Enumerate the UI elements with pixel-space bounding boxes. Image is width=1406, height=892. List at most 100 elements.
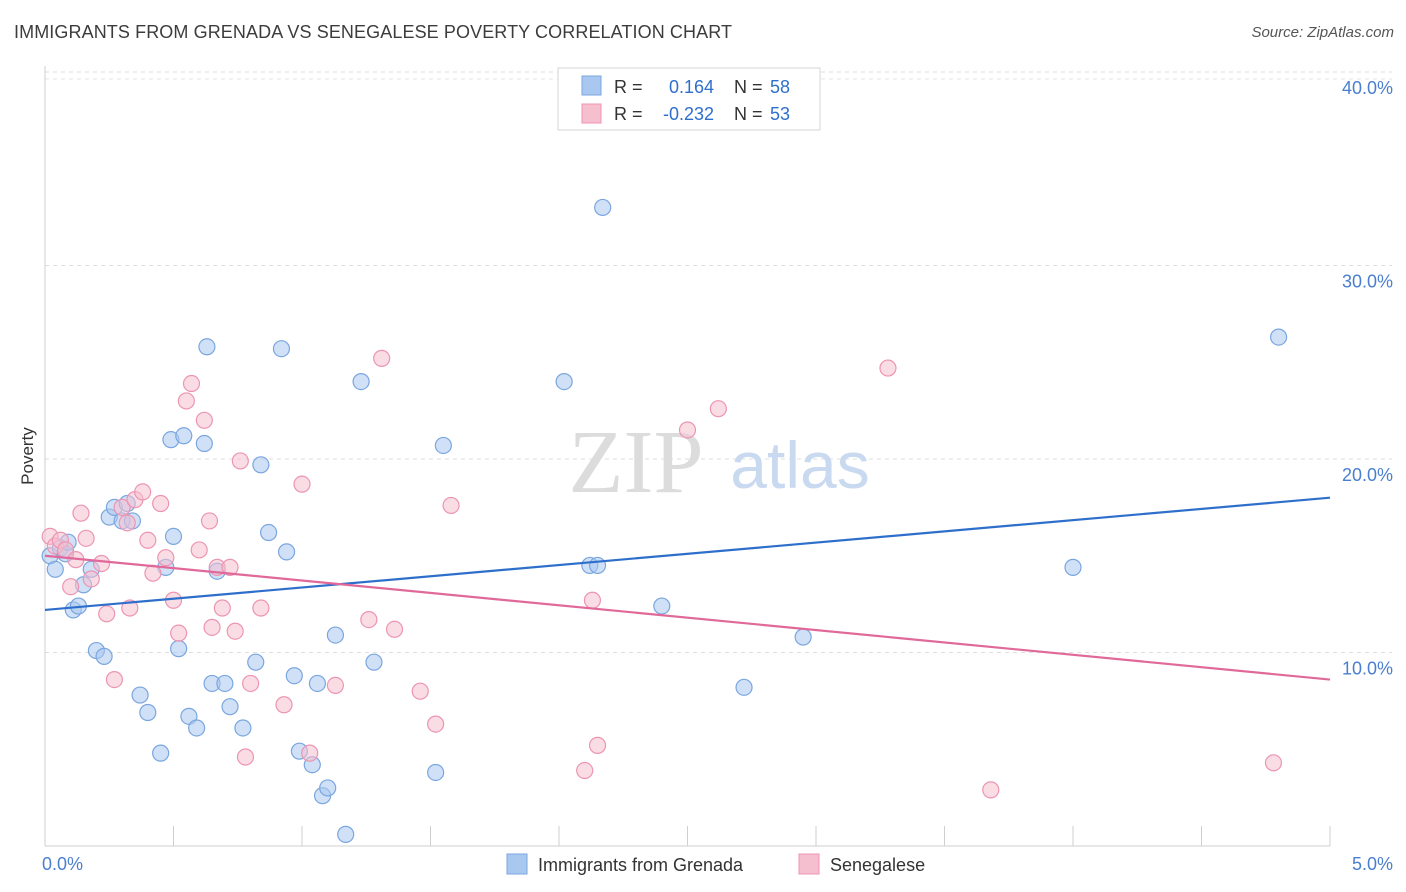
axes bbox=[44, 66, 1331, 847]
trend-lines bbox=[44, 496, 1331, 681]
data-point bbox=[326, 626, 345, 644]
data-point bbox=[190, 541, 208, 559]
data-point bbox=[434, 436, 452, 455]
data-point bbox=[360, 611, 378, 629]
data-point bbox=[221, 558, 239, 576]
data-point bbox=[427, 763, 445, 782]
legend-n-label: N = bbox=[734, 104, 763, 124]
data-point bbox=[285, 667, 303, 685]
data-point bbox=[1064, 558, 1082, 576]
data-point bbox=[198, 338, 216, 356]
data-point bbox=[272, 340, 291, 358]
data-point bbox=[177, 392, 195, 410]
source-credit: Source: ZipAtlas.com bbox=[1251, 24, 1394, 41]
series-legend-label: Senegalese bbox=[830, 855, 925, 875]
data-point bbox=[195, 434, 213, 453]
trend-line-senegalese bbox=[44, 554, 1331, 681]
x-tick-label: 0.0% bbox=[42, 854, 83, 874]
chart-title: IMMIGRANTS FROM GRENADA VS SENEGALESE PO… bbox=[14, 22, 733, 42]
trend-line-grenada bbox=[44, 496, 1331, 612]
data-point bbox=[95, 647, 113, 665]
data-point bbox=[411, 682, 429, 700]
data-point bbox=[275, 696, 293, 714]
data-point bbox=[588, 736, 607, 754]
y-tick-label: 30.0% bbox=[1342, 272, 1393, 292]
data-point bbox=[277, 543, 296, 561]
data-point bbox=[231, 452, 249, 470]
data-point bbox=[105, 670, 123, 689]
data-point bbox=[555, 373, 573, 391]
data-point bbox=[157, 549, 175, 567]
data-point bbox=[319, 779, 337, 797]
data-point bbox=[170, 624, 188, 642]
data-point bbox=[46, 560, 64, 578]
y-tick-label: 20.0% bbox=[1342, 465, 1393, 485]
data-point bbox=[113, 498, 131, 516]
legend-n-value: 58 bbox=[770, 77, 790, 97]
correlation-legend: R = 0.164 N = 58 R = -0.232 N = 53 bbox=[557, 67, 821, 131]
data-point bbox=[259, 523, 278, 542]
y-tick-label: 10.0% bbox=[1342, 659, 1393, 679]
data-point bbox=[170, 640, 188, 658]
data-point bbox=[234, 719, 252, 737]
data-point bbox=[1264, 754, 1283, 772]
series-senegalese-points bbox=[41, 349, 1283, 799]
data-point bbox=[794, 628, 812, 646]
data-point bbox=[293, 475, 311, 493]
series-legend-swatch-pink bbox=[798, 853, 820, 875]
data-point bbox=[152, 494, 170, 513]
series-grenada-points bbox=[41, 198, 1288, 843]
data-point bbox=[1269, 328, 1288, 346]
data-point bbox=[226, 622, 244, 640]
data-point bbox=[82, 570, 100, 588]
data-point bbox=[583, 591, 602, 609]
data-point bbox=[442, 496, 460, 515]
data-point bbox=[385, 620, 404, 638]
data-point bbox=[252, 456, 270, 474]
data-point bbox=[131, 686, 149, 704]
legend-n-label: N = bbox=[734, 77, 763, 97]
data-point bbox=[139, 703, 157, 722]
data-point bbox=[164, 527, 183, 546]
y-tick-labels: 10.0% 20.0% 30.0% 40.0% bbox=[1342, 78, 1393, 679]
x-tick-labels: 0.0% 5.0% bbox=[42, 854, 1393, 874]
y-tick-label: 40.0% bbox=[1342, 78, 1393, 98]
data-point bbox=[221, 698, 239, 716]
data-point bbox=[594, 198, 612, 217]
data-point bbox=[427, 715, 445, 733]
data-point bbox=[118, 514, 136, 532]
data-point bbox=[373, 349, 391, 367]
legend-n-value: 53 bbox=[770, 104, 790, 124]
legend-r-label: R = bbox=[614, 77, 643, 97]
legend-swatch-blue bbox=[581, 75, 602, 96]
data-point bbox=[92, 554, 111, 573]
series-legend: Immigrants from Grenada Senegalese bbox=[506, 853, 925, 875]
data-point bbox=[678, 421, 697, 439]
data-point bbox=[236, 748, 255, 766]
data-point bbox=[72, 504, 90, 522]
data-point bbox=[188, 719, 206, 737]
data-point bbox=[182, 374, 201, 393]
data-point bbox=[247, 653, 265, 671]
data-point bbox=[77, 529, 95, 547]
data-point bbox=[982, 781, 1000, 799]
grid-lines bbox=[45, 71, 1392, 653]
data-point bbox=[152, 744, 170, 762]
legend-r-value: 0.164 bbox=[669, 77, 714, 97]
watermark-atlas: atlas bbox=[730, 428, 869, 502]
data-point bbox=[337, 825, 355, 843]
y-axis-label: Poverty bbox=[18, 427, 37, 485]
data-point bbox=[121, 599, 139, 617]
data-point bbox=[195, 411, 213, 429]
x-tick-label: 5.0% bbox=[1352, 854, 1393, 874]
data-point bbox=[98, 605, 116, 623]
legend-r-value: -0.232 bbox=[663, 104, 714, 124]
legend-r-label: R = bbox=[614, 104, 643, 124]
data-point bbox=[213, 599, 231, 617]
data-point bbox=[216, 674, 234, 693]
data-point bbox=[576, 761, 594, 780]
data-point bbox=[200, 512, 219, 530]
data-point bbox=[242, 674, 260, 693]
data-point bbox=[879, 359, 897, 377]
data-point bbox=[62, 578, 80, 596]
